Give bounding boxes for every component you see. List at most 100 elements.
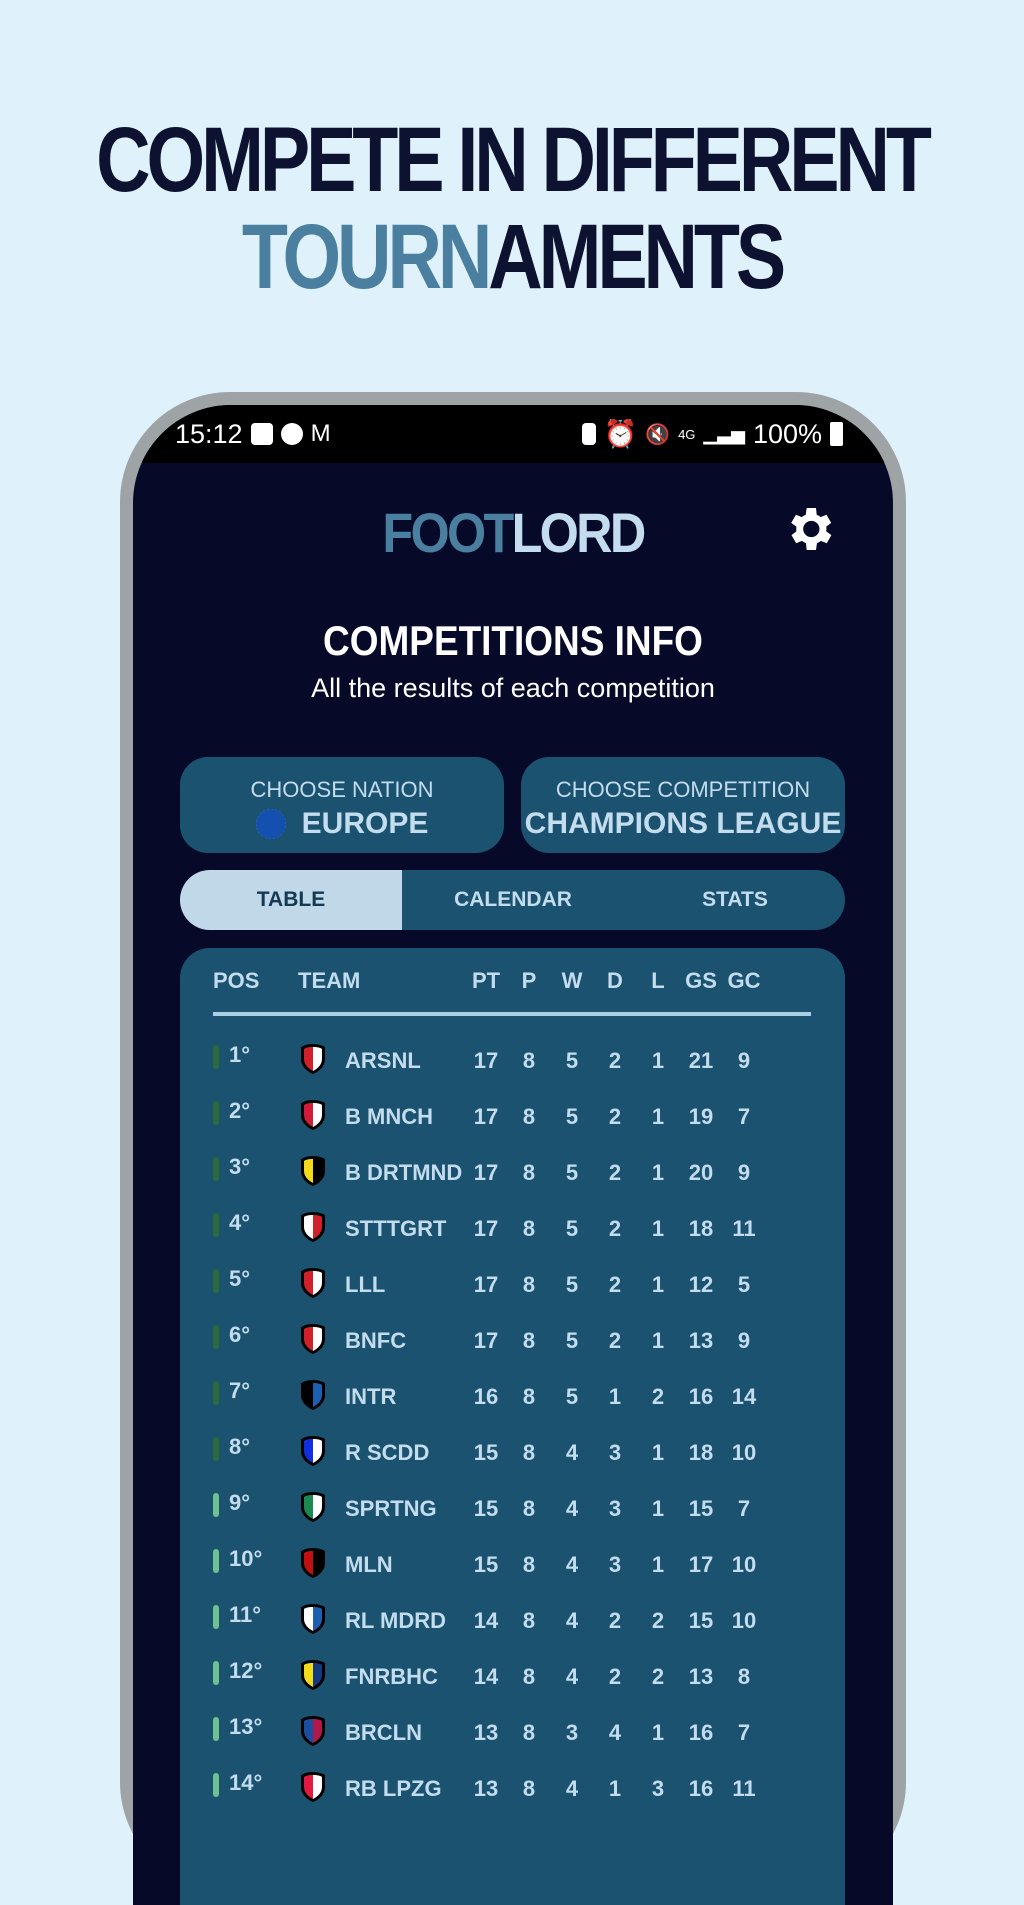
stat-w: 4 <box>565 1664 579 1689</box>
table-row[interactable]: 14° RB LPZG 13 8 4 1 3 16 11 <box>180 1768 845 1808</box>
stat-gc: 5 <box>737 1272 751 1297</box>
page-subtitle: All the results of each competition <box>311 673 715 703</box>
stat-pt: 17 <box>473 1216 499 1241</box>
stat-gs: 15 <box>688 1496 714 1521</box>
team-name: BNFC <box>345 1328 407 1353</box>
stat-w: 5 <box>565 1384 579 1409</box>
zone-marker <box>213 1157 219 1181</box>
table-row[interactable]: 11° RL MDRD 14 8 4 2 2 15 10 <box>180 1600 845 1640</box>
table-row[interactable]: 2° B MNCH 17 8 5 2 1 19 7 <box>180 1096 845 1136</box>
zone-marker <box>213 1717 219 1741</box>
stat-d: 2 <box>608 1328 622 1353</box>
stat-gs: 18 <box>688 1440 714 1465</box>
header-gs: GS <box>685 968 717 993</box>
stat-gc: 7 <box>737 1496 751 1521</box>
zone-marker <box>213 1773 219 1797</box>
position: 5° <box>229 1266 251 1291</box>
stat-l: 2 <box>651 1608 665 1633</box>
position: 13° <box>229 1714 263 1739</box>
table-row[interactable]: 1° ARSNL 17 8 5 2 1 21 9 <box>180 1040 845 1080</box>
stat-gs: 21 <box>688 1048 714 1073</box>
table-row[interactable]: 5° LLL 17 8 5 2 1 12 5 <box>180 1264 845 1304</box>
stat-gc: 9 <box>737 1160 751 1185</box>
stat-d: 2 <box>608 1216 622 1241</box>
zone-marker <box>213 1493 219 1517</box>
table-row[interactable]: 10° MLN 15 8 4 3 1 17 10 <box>180 1544 845 1584</box>
choose-nation-button[interactable]: CHOOSE NATION EUROPE <box>180 757 504 853</box>
stat-d: 2 <box>608 1048 622 1073</box>
header-pos: POS <box>213 968 260 993</box>
team-name: B MNCH <box>345 1104 433 1129</box>
table-row[interactable]: 8° R SCDD 15 8 4 3 1 18 10 <box>180 1432 845 1472</box>
stat-pt: 14 <box>473 1664 499 1689</box>
standings-table: POS TEAM PT P W D L GS GC 1° ARSNL 17 8 5 2 1… <box>180 948 845 1905</box>
stat-w: 5 <box>565 1272 579 1297</box>
stat-gc: 11 <box>732 1216 756 1241</box>
position: 8° <box>229 1434 251 1459</box>
stat-gs: 15 <box>688 1608 714 1633</box>
stat-p: 8 <box>522 1048 536 1073</box>
stat-l: 3 <box>651 1776 665 1801</box>
stat-gc: 7 <box>737 1104 751 1129</box>
stat-p: 8 <box>522 1552 536 1577</box>
header-l: L <box>651 968 665 993</box>
gmail-icon: M <box>310 420 331 447</box>
team-name: ARSNL <box>345 1048 421 1073</box>
stat-d: 3 <box>608 1440 622 1465</box>
stat-gs: 16 <box>688 1720 714 1745</box>
team-crest-icon <box>301 1380 325 1410</box>
stat-pt: 13 <box>473 1776 499 1801</box>
battery-icon <box>830 422 843 446</box>
position: 11° <box>229 1602 262 1627</box>
choose-nation-label: CHOOSE NATION <box>250 777 434 802</box>
zone-marker <box>213 1325 219 1349</box>
table-row[interactable]: 7° INTR 16 8 5 1 2 16 14 <box>180 1376 845 1416</box>
competition-value: CHAMPIONS LEAGUE <box>524 807 842 840</box>
stat-w: 3 <box>565 1720 579 1745</box>
zone-marker <box>213 1269 219 1293</box>
stat-l: 1 <box>651 1160 665 1185</box>
logo-part-foot: FOOT <box>382 501 514 564</box>
tab-stats[interactable]: STATS <box>702 888 768 911</box>
team-crest-icon <box>301 1436 325 1466</box>
headline-line-2: TOURNAMENTS <box>92 205 932 310</box>
table-row[interactable]: 9° SPRTNG 15 8 4 3 1 15 7 <box>180 1488 845 1528</box>
tab-table[interactable]: TABLE <box>180 870 402 930</box>
signal-icon: ▁▃▅ <box>703 423 745 444</box>
table-row[interactable]: 12° FNRBHC 14 8 4 2 2 13 8 <box>180 1656 845 1696</box>
team-crest-icon <box>301 1548 325 1578</box>
stat-p: 8 <box>522 1216 536 1241</box>
gear-icon[interactable] <box>781 501 837 557</box>
stat-gs: 16 <box>688 1384 714 1409</box>
stat-p: 8 <box>522 1496 536 1521</box>
stat-l: 1 <box>651 1552 665 1577</box>
headline-accent: TOURN <box>241 206 492 308</box>
stat-l: 1 <box>651 1720 665 1745</box>
table-row[interactable]: 3° B DRTMND 17 8 5 2 1 20 9 <box>180 1152 845 1192</box>
table-row[interactable]: 6° BNFC 17 8 5 2 1 13 9 <box>180 1320 845 1360</box>
stat-pt: 14 <box>473 1608 499 1633</box>
tab-calendar[interactable]: CALENDAR <box>454 888 572 911</box>
table-row[interactable]: 13° BRCLN 13 8 3 4 1 16 7 <box>180 1712 845 1752</box>
team-name: MLN <box>345 1552 393 1577</box>
choose-competition-label: CHOOSE COMPETITION <box>555 777 811 802</box>
stat-gc: 10 <box>731 1440 757 1465</box>
team-crest-icon <box>301 1100 325 1130</box>
zone-marker <box>213 1437 219 1461</box>
choose-competition-button[interactable]: CHOOSE COMPETITION CHAMPIONS LEAGUE <box>521 757 845 853</box>
team-crest-icon <box>301 1772 325 1802</box>
stat-p: 8 <box>522 1664 536 1689</box>
zone-marker <box>213 1661 219 1685</box>
header-team: TEAM <box>298 968 361 993</box>
stat-pt: 17 <box>473 1328 499 1353</box>
battery-saver-icon <box>581 423 596 445</box>
stat-l: 1 <box>651 1496 665 1521</box>
stat-p: 8 <box>522 1608 536 1633</box>
stat-pt: 15 <box>473 1552 499 1577</box>
header-divider <box>213 1012 811 1016</box>
position: 1° <box>229 1042 251 1067</box>
stat-w: 5 <box>565 1048 579 1073</box>
stat-gs: 16 <box>688 1776 714 1801</box>
stat-gc: 8 <box>737 1664 751 1689</box>
table-row[interactable]: 4° STTTGRT 17 8 5 2 1 18 11 <box>180 1208 845 1248</box>
